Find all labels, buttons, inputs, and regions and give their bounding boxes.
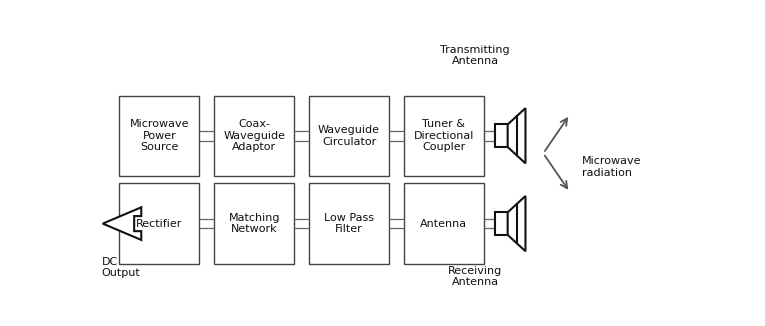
Text: Matching
Network: Matching Network xyxy=(229,213,280,234)
Polygon shape xyxy=(508,196,526,251)
Bar xyxy=(495,125,508,147)
Text: Antenna: Antenna xyxy=(421,219,467,229)
Text: Microwave
Power
Source: Microwave Power Source xyxy=(129,119,189,152)
Text: Waveguide
Circulator: Waveguide Circulator xyxy=(318,125,380,147)
Text: Rectifier: Rectifier xyxy=(136,219,183,229)
Bar xyxy=(119,184,200,264)
Bar xyxy=(214,96,295,176)
Polygon shape xyxy=(508,108,526,163)
Text: Transmitting
Antenna: Transmitting Antenna xyxy=(440,45,510,66)
Text: Tuner &
Directional
Coupler: Tuner & Directional Coupler xyxy=(414,119,474,152)
Bar xyxy=(309,96,389,176)
Bar xyxy=(404,96,484,176)
Text: Low Pass
Filter: Low Pass Filter xyxy=(324,213,374,234)
Bar xyxy=(495,212,508,235)
Polygon shape xyxy=(103,207,142,240)
Bar xyxy=(214,184,295,264)
Bar xyxy=(404,184,484,264)
Bar xyxy=(309,184,389,264)
Text: Coax-
Waveguide
Adaptor: Coax- Waveguide Adaptor xyxy=(223,119,285,152)
Text: DC
Output: DC Output xyxy=(102,257,140,278)
Text: Microwave
radiation: Microwave radiation xyxy=(581,156,641,178)
Bar xyxy=(119,96,200,176)
Text: Receiving
Antenna: Receiving Antenna xyxy=(448,266,502,287)
